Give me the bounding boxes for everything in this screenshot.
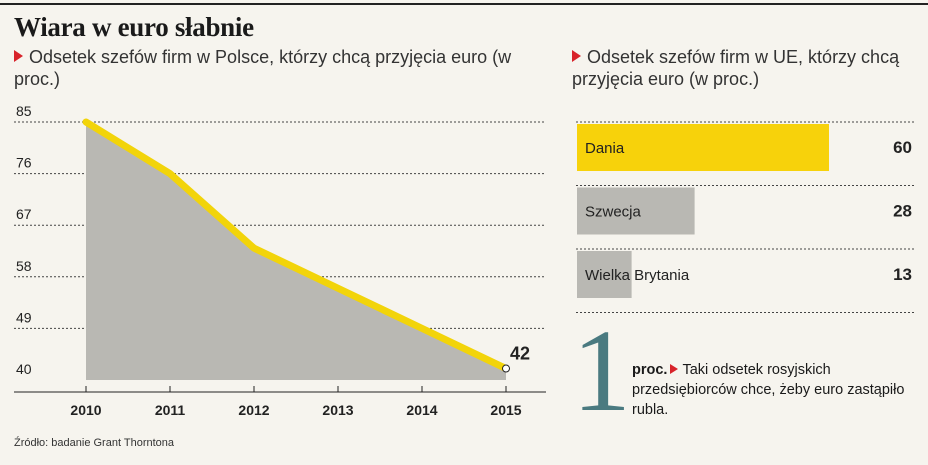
bar — [577, 187, 695, 235]
subtitle-left: Odsetek szefów firm w Polsce, którzy chc… — [14, 46, 534, 90]
x-tick-label: 2014 — [406, 402, 437, 418]
subtitle-right-text: Odsetek szefów firm w UE, którzy chcą pr… — [572, 47, 900, 89]
bar-value-label: 28 — [893, 202, 912, 221]
end-value-label: 42 — [510, 344, 530, 364]
x-tick-label: 2011 — [155, 402, 186, 418]
data-point — [502, 364, 510, 373]
note-unit: proc. — [632, 362, 668, 378]
y-tick-label: 67 — [16, 206, 32, 222]
top-rule — [0, 3, 928, 5]
y-tick-label: 85 — [16, 103, 32, 119]
series-line — [82, 118, 510, 373]
x-tick-label: 2015 — [490, 402, 521, 418]
bar — [577, 251, 632, 298]
y-tick-label: 49 — [16, 309, 32, 325]
y-tick-label: 58 — [16, 258, 32, 274]
x-tick-label: 2012 — [238, 402, 269, 418]
big-number: 1 — [572, 305, 631, 436]
bar-category-label: Wielka Brytania — [585, 267, 690, 284]
triangle-marker-icon — [572, 50, 581, 62]
x-tick-label: 2010 — [70, 402, 101, 418]
x-tick-label: 2013 — [322, 402, 353, 418]
note: proc. Taki odsetek rosyjskich przedsiębio… — [632, 360, 917, 420]
bar-value-label: 60 — [893, 138, 912, 157]
triangle-marker-icon — [670, 364, 679, 374]
bar — [577, 124, 829, 171]
area-fill — [86, 122, 506, 380]
subtitle-right: Odsetek szefów firm w UE, którzy chcą pr… — [572, 46, 912, 90]
bar-category-label: Szwecja — [585, 204, 642, 221]
chart-title: Wiara w euro słabnie — [14, 12, 254, 42]
triangle-marker-icon — [14, 50, 23, 62]
note-text: Taki odsetek rosyjskich przedsiębiorców … — [632, 362, 905, 418]
bar-value-label: 13 — [893, 265, 912, 284]
bar-category-label: Dania — [585, 140, 625, 157]
y-tick-label: 40 — [16, 361, 32, 377]
y-tick-label: 76 — [16, 155, 32, 171]
source-note: Źródło: badanie Grant Thorntona — [14, 437, 175, 449]
subtitle-left-text: Odsetek szefów firm w Polsce, którzy chc… — [14, 47, 512, 89]
